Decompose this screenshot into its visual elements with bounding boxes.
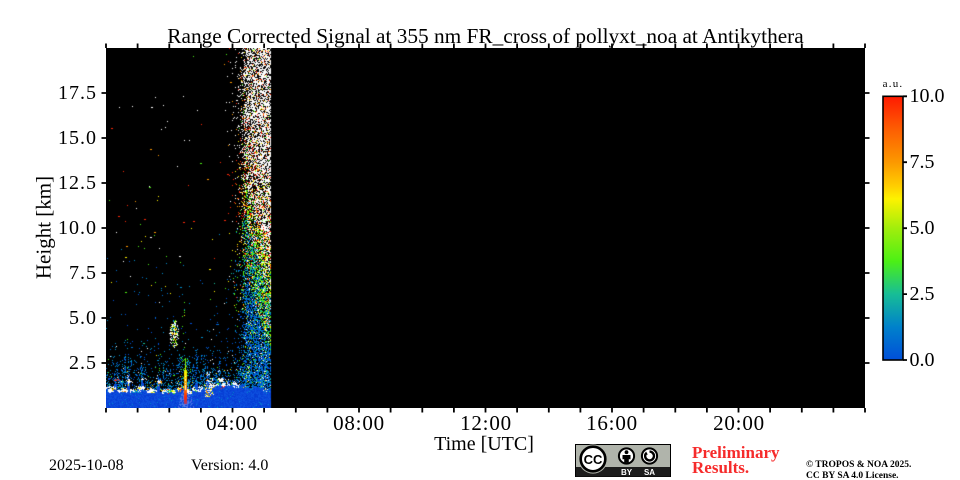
svg-text:BY: BY xyxy=(621,468,633,477)
svg-text:SA: SA xyxy=(644,468,655,477)
svg-text:CC: CC xyxy=(584,452,603,467)
